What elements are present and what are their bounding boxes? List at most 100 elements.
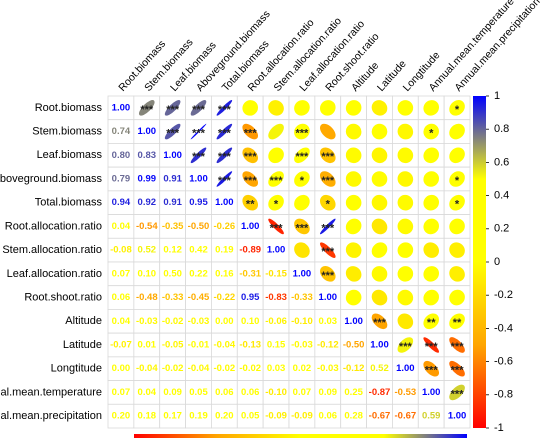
value-label: 0.95 <box>241 292 260 303</box>
correlation-ellipse <box>423 171 440 187</box>
correlation-ellipse <box>397 171 414 187</box>
significance: *** <box>140 104 154 116</box>
significance: * <box>326 199 331 211</box>
value-label: -0.33 <box>162 292 184 303</box>
value-label: -0.02 <box>162 316 184 327</box>
correlation-ellipse <box>345 171 362 187</box>
correlation-ellipse <box>423 242 440 258</box>
value-label: 0.00 <box>112 363 131 374</box>
correlation-ellipse <box>423 194 440 211</box>
value-label: 0.04 <box>138 387 157 398</box>
value-label: 0.07 <box>112 387 131 398</box>
correlation-ellipse <box>423 289 440 306</box>
value-label: 0.06 <box>241 387 260 398</box>
row-label: Root.shoot.ratio <box>24 291 102 303</box>
correlation-ellipse <box>449 289 465 306</box>
value-label: 0.12 <box>163 245 182 256</box>
row-label: Stem.allocation.ratio <box>2 244 102 256</box>
value-label: -0.06 <box>265 316 287 327</box>
colorbar-tick-label: -0.2 <box>494 289 513 301</box>
value-label: -0.45 <box>188 292 210 303</box>
value-label: -0.05 <box>162 340 184 351</box>
value-label: 0.16 <box>215 268 234 279</box>
value-label: -0.50 <box>188 221 210 232</box>
significance: *** <box>244 127 258 139</box>
colorbar-tick-label: -1 <box>494 422 504 434</box>
colorbar-tick-label: 0.8 <box>494 123 509 135</box>
correlation-ellipse <box>216 171 233 187</box>
value-label: 0.19 <box>215 245 234 256</box>
value-label: -0.48 <box>136 292 158 303</box>
significance: * <box>455 104 460 116</box>
correlation-ellipse <box>319 123 336 140</box>
row-label: Total.biomass <box>35 197 103 209</box>
value-label: -0.26 <box>214 221 236 232</box>
correlation-ellipse <box>423 100 440 116</box>
value-label: 0.04 <box>112 221 131 232</box>
correlation-ellipse <box>319 218 336 235</box>
significance: *** <box>218 175 232 187</box>
significance: *** <box>321 222 335 234</box>
value-label: 0.15 <box>267 340 286 351</box>
value-label: -0.04 <box>136 363 158 374</box>
correlation-ellipse <box>397 289 414 306</box>
value-label: 0.03 <box>319 316 338 327</box>
correlation-ellipse <box>294 147 310 164</box>
value-label: -0.67 <box>395 411 417 422</box>
value-label: 0.18 <box>138 411 157 422</box>
correlation-ellipse <box>216 123 233 140</box>
significance: *** <box>451 388 465 400</box>
correlation-ellipse <box>242 171 259 187</box>
correlation-ellipse <box>449 313 465 330</box>
correlation-ellipse <box>319 194 336 211</box>
correlation-ellipse <box>397 147 414 164</box>
correlation-ellipse <box>397 194 414 211</box>
row-label: Stem.biomass <box>32 125 102 137</box>
significance: * <box>300 175 305 187</box>
colorbar <box>473 96 486 428</box>
value-label: -0.02 <box>239 363 261 374</box>
value-label: 1.00 <box>344 316 363 327</box>
value-label: -0.09 <box>265 411 287 422</box>
value-label: 1.00 <box>163 150 182 161</box>
correlation-ellipse <box>294 171 310 187</box>
value-label: 0.07 <box>293 387 312 398</box>
correlation-ellipse <box>345 289 362 306</box>
correlation-ellipse <box>449 384 465 401</box>
value-label: -0.03 <box>188 316 210 327</box>
value-label: 0.01 <box>138 340 157 351</box>
value-label: -0.03 <box>317 363 339 374</box>
value-label: -0.89 <box>239 245 261 256</box>
correlation-ellipse <box>371 100 388 116</box>
correlation-ellipse <box>397 100 414 116</box>
value-label: -0.35 <box>162 221 184 232</box>
correlation-ellipse <box>294 123 310 140</box>
colorbar-tick-label: 0.6 <box>494 156 509 168</box>
value-label: -0.02 <box>214 363 236 374</box>
correlation-ellipse <box>345 147 362 164</box>
value-label: 0.17 <box>163 411 182 422</box>
value-label: 0.74 <box>112 126 131 137</box>
value-label: 0.28 <box>344 411 363 422</box>
value-label: 1.00 <box>448 411 467 422</box>
value-label: 0.03 <box>267 363 286 374</box>
value-label: 0.09 <box>319 387 338 398</box>
colorbar-tick-label: 1 <box>494 90 500 102</box>
correlation-ellipse <box>345 266 362 282</box>
row-label: Latitude <box>63 339 102 351</box>
correlation-ellipse <box>449 194 465 211</box>
value-label: 1.00 <box>189 174 208 185</box>
significance: * <box>274 199 279 211</box>
value-label: -0.04 <box>214 340 236 351</box>
value-label: -0.03 <box>291 340 313 351</box>
correlation-ellipse <box>371 218 388 235</box>
correlation-ellipse <box>345 242 362 258</box>
value-label: -0.87 <box>369 387 391 398</box>
correlation-ellipse <box>268 194 284 211</box>
value-label: 0.20 <box>112 411 131 422</box>
value-label: -0.33 <box>291 292 313 303</box>
correlation-ellipse <box>319 266 336 282</box>
correlation-ellipse <box>319 171 336 187</box>
correlation-ellipse <box>449 218 465 235</box>
